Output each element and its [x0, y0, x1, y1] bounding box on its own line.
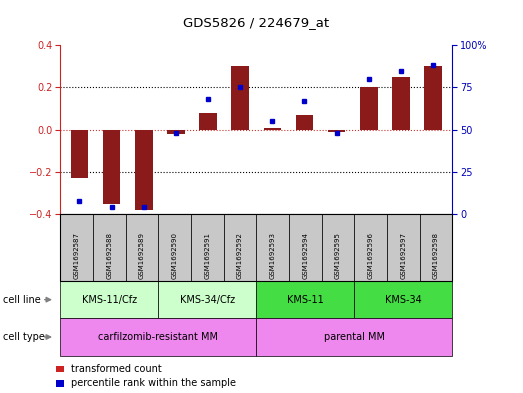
Bar — [360, 87, 378, 130]
Text: cell type: cell type — [3, 332, 44, 342]
Text: KMS-34: KMS-34 — [385, 295, 422, 305]
Bar — [328, 130, 346, 132]
Bar — [264, 128, 281, 130]
Text: KMS-11: KMS-11 — [287, 295, 324, 305]
Text: cell line: cell line — [3, 295, 40, 305]
Bar — [199, 113, 217, 130]
Text: GSM1692598: GSM1692598 — [433, 232, 439, 279]
Text: transformed count: transformed count — [71, 364, 162, 374]
Bar — [392, 77, 410, 130]
Bar — [295, 115, 313, 130]
Text: GSM1692596: GSM1692596 — [368, 232, 373, 279]
Bar — [167, 130, 185, 134]
Bar — [103, 130, 120, 204]
Text: KMS-34/Cfz: KMS-34/Cfz — [180, 295, 235, 305]
Text: GSM1692590: GSM1692590 — [172, 232, 177, 279]
Text: GSM1692593: GSM1692593 — [270, 232, 276, 279]
Text: percentile rank within the sample: percentile rank within the sample — [71, 378, 235, 388]
Text: GSM1692597: GSM1692597 — [401, 232, 406, 279]
Text: GSM1692594: GSM1692594 — [302, 233, 308, 279]
Text: GSM1692589: GSM1692589 — [139, 232, 145, 279]
Bar — [71, 130, 88, 178]
Text: GSM1692595: GSM1692595 — [335, 233, 341, 279]
Text: GSM1692592: GSM1692592 — [237, 233, 243, 279]
Text: GDS5826 / 224679_at: GDS5826 / 224679_at — [183, 16, 329, 29]
Text: GSM1692591: GSM1692591 — [204, 232, 210, 279]
Bar — [424, 66, 442, 130]
Bar — [135, 130, 153, 210]
Text: GSM1692588: GSM1692588 — [106, 232, 112, 279]
Bar — [231, 66, 249, 130]
Text: KMS-11/Cfz: KMS-11/Cfz — [82, 295, 137, 305]
Text: carfilzomib-resistant MM: carfilzomib-resistant MM — [98, 332, 218, 342]
Text: GSM1692587: GSM1692587 — [74, 232, 79, 279]
Text: parental MM: parental MM — [324, 332, 385, 342]
